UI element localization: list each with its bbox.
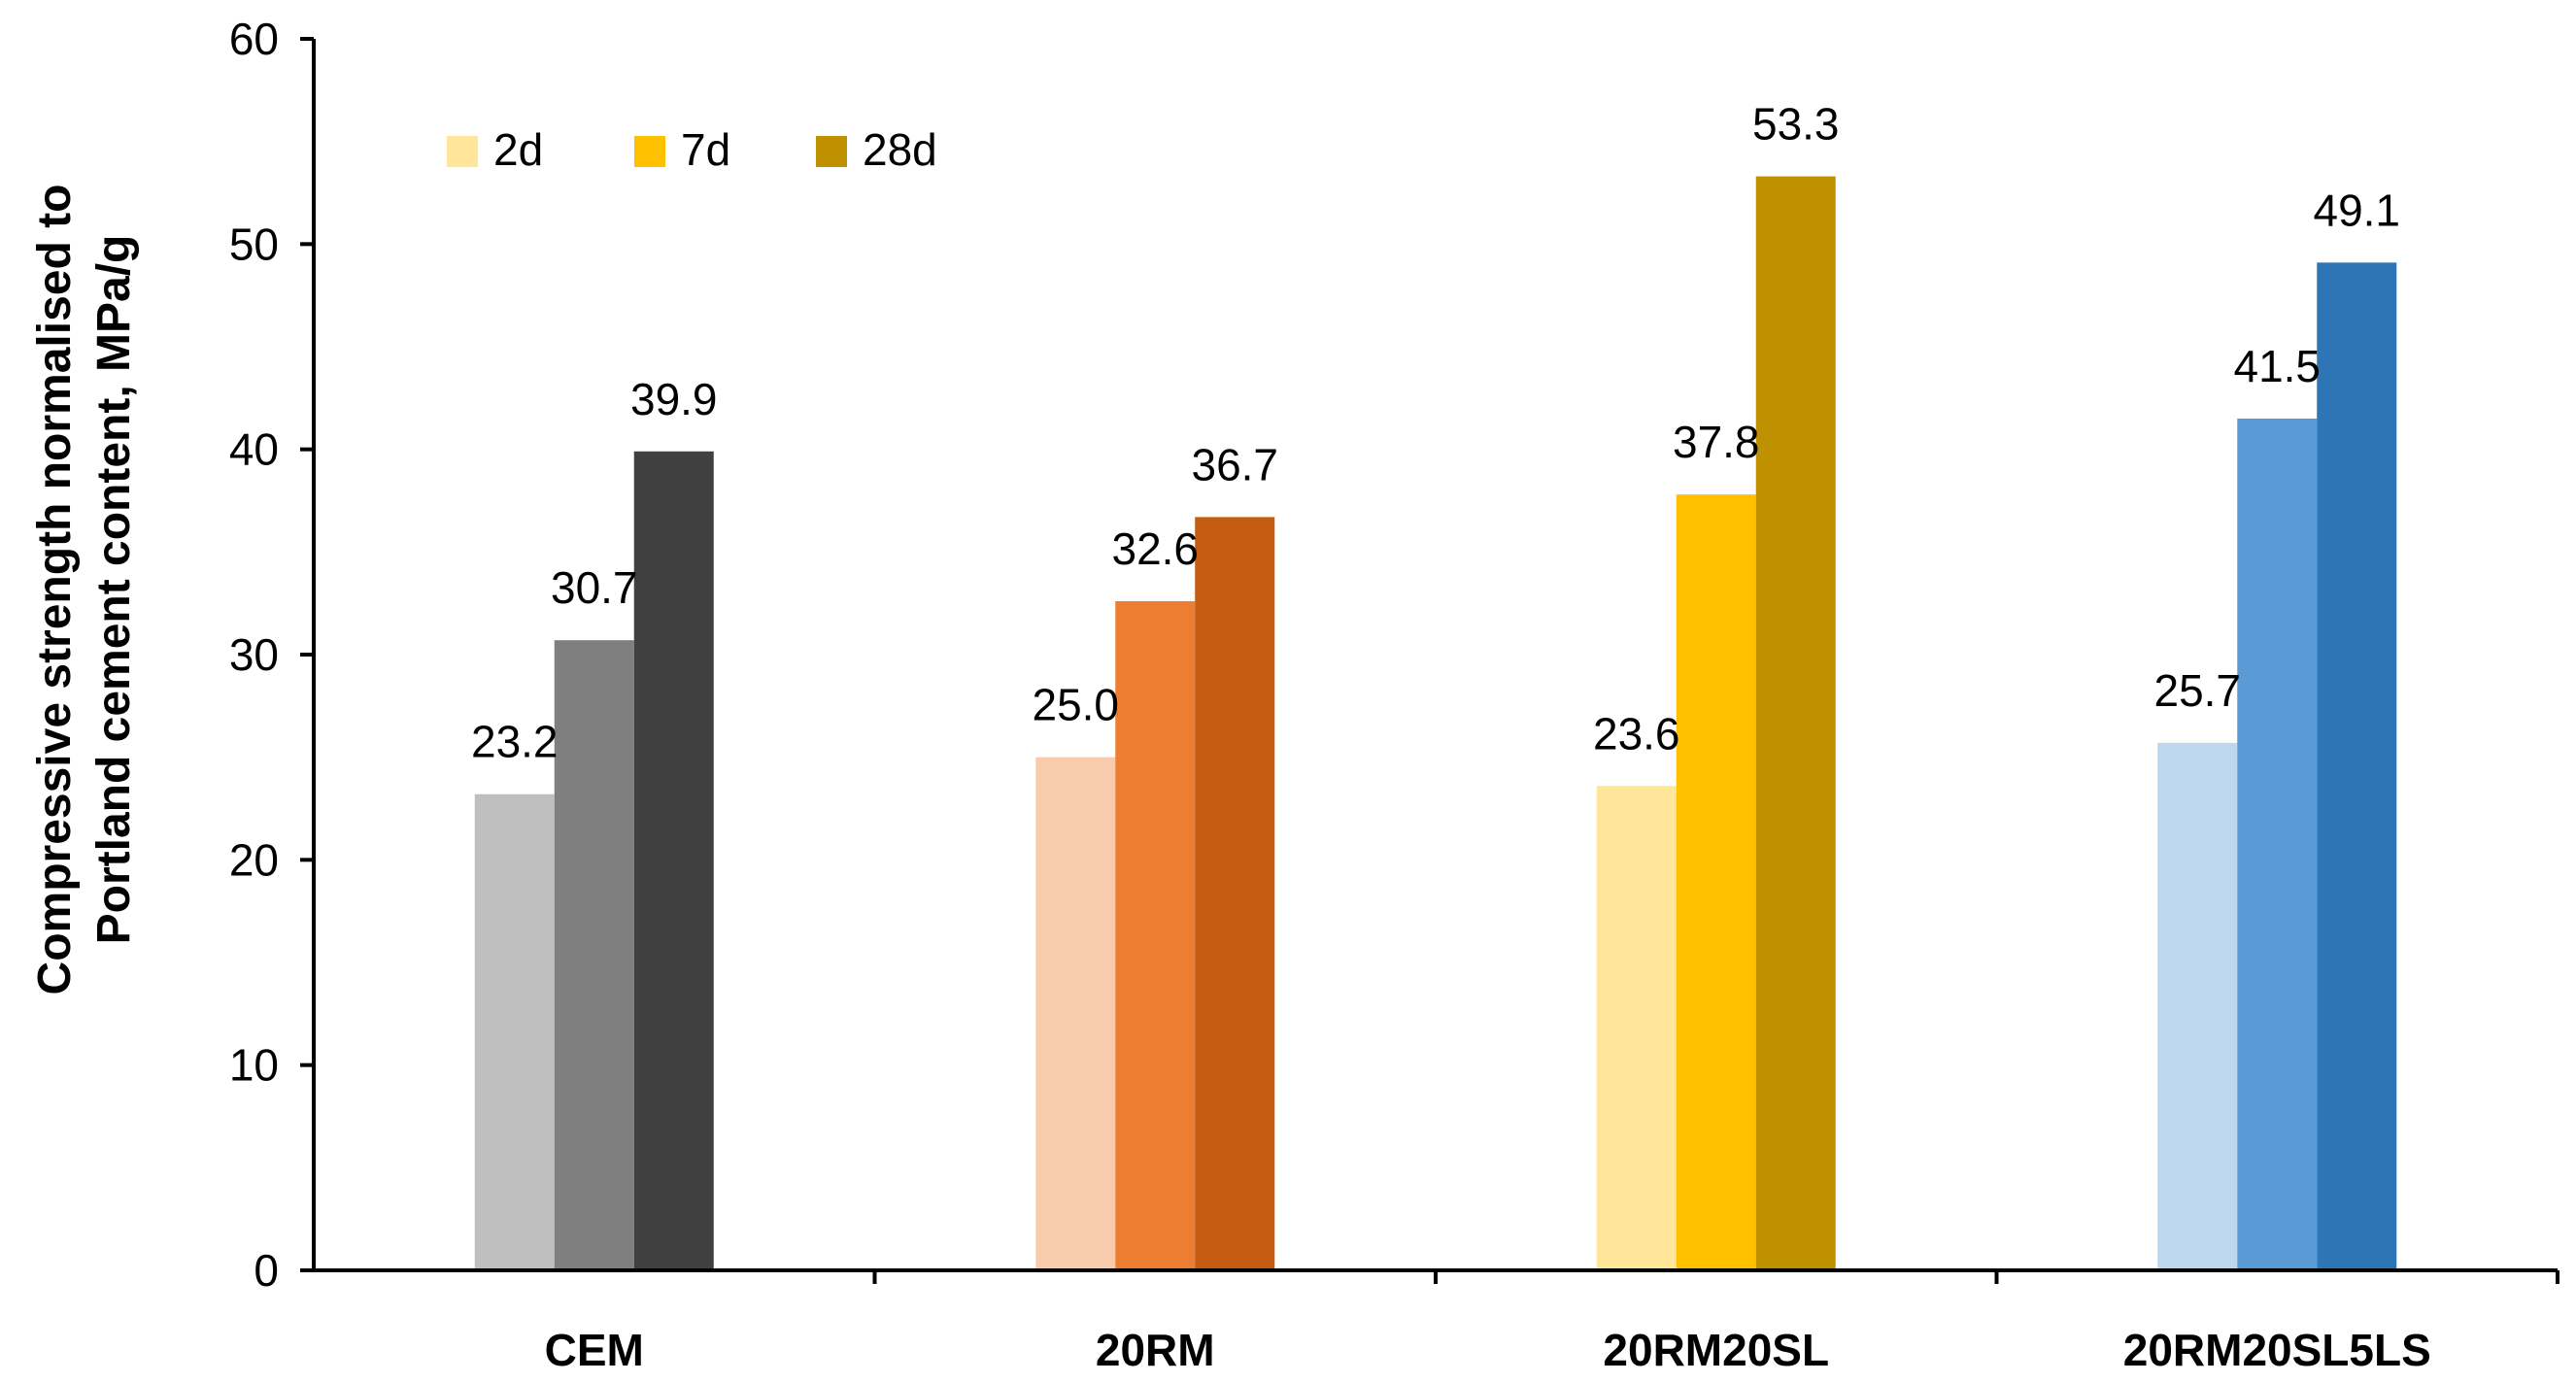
y-tick-label: 20 xyxy=(229,834,279,885)
bar-20RM20SL5LS-7d xyxy=(2237,418,2318,1270)
bar-20RM20SL5LS-28d xyxy=(2317,262,2397,1271)
bar-CEM-2d xyxy=(474,793,555,1270)
x-axis-ticks: CEM 20RM 20RM20SL 20RM20SL5LS xyxy=(545,1270,2559,1375)
bar-CEM-28d xyxy=(633,451,714,1270)
y-axis-title-line-1: Compressive strength normalised to xyxy=(29,185,81,995)
legend-swatch-7d xyxy=(634,136,665,167)
bar-20RM20SL-2d xyxy=(1596,786,1677,1270)
y-tick-label: 50 xyxy=(229,219,279,269)
data-label-20RM20SL-2d: 23.6 xyxy=(1593,708,1680,759)
data-label-20RM20SL5LS-7d: 41.5 xyxy=(2233,341,2321,391)
y-axis-ticks: 0 10 20 30 40 50 60 xyxy=(229,14,314,1296)
data-label-20RM20SL5LS-28d: 49.1 xyxy=(2313,185,2400,235)
data-label-20RM-2d: 25.0 xyxy=(1032,680,1119,730)
data-label-CEM-2d: 23.2 xyxy=(471,717,559,767)
legend-label-28d: 28d xyxy=(863,124,937,175)
x-category-label: 20RM xyxy=(1096,1325,1215,1375)
data-label-20RM-7d: 32.6 xyxy=(1111,523,1199,574)
y-axis-title-line-2: Portland cement content, MPa/g xyxy=(88,235,140,945)
bar-20RM20SL-28d xyxy=(1755,176,1836,1270)
legend-label-7d: 7d xyxy=(681,124,730,175)
data-label-20RM-28d: 36.7 xyxy=(1191,439,1278,489)
bar-20RM-7d xyxy=(1115,601,1196,1270)
legend-swatch-28d xyxy=(816,136,847,167)
y-tick-label: 30 xyxy=(229,629,279,680)
x-category-label: 20RM20SL5LS xyxy=(2123,1325,2431,1375)
bar-20RM-2d xyxy=(1035,757,1116,1270)
y-tick-label: 10 xyxy=(229,1040,279,1091)
y-tick-label: 60 xyxy=(229,14,279,64)
x-category-label: 20RM20SL xyxy=(1603,1325,1829,1375)
data-label-20RM20SL5LS-2d: 25.7 xyxy=(2153,665,2241,716)
x-category-label: CEM xyxy=(545,1325,644,1375)
data-labels-group: 23.2 30.7 39.9 25.0 32.6 36.7 23.6 37.8 53.3 25.7… xyxy=(471,99,2400,767)
legend: 2d 7d 28d xyxy=(447,124,937,175)
data-label-CEM-28d: 39.9 xyxy=(630,374,718,424)
legend-label-2d: 2d xyxy=(493,124,543,175)
legend-swatch-2d xyxy=(447,136,478,167)
bar-20RM20SL-7d xyxy=(1676,494,1756,1270)
data-label-20RM20SL-28d: 53.3 xyxy=(1752,99,1840,150)
bar-CEM-7d xyxy=(554,640,634,1270)
y-tick-label: 0 xyxy=(254,1245,279,1296)
data-label-CEM-7d: 30.7 xyxy=(551,562,638,613)
y-tick-label: 40 xyxy=(229,424,279,475)
bar-20RM20SL5LS-2d xyxy=(2157,742,2238,1270)
bar-20RM-28d xyxy=(1195,517,1275,1270)
data-label-20RM20SL-7d: 37.8 xyxy=(1673,417,1760,467)
y-axis-title: Compressive strength normalised to Portl… xyxy=(29,185,140,995)
bars-group xyxy=(474,176,2397,1271)
